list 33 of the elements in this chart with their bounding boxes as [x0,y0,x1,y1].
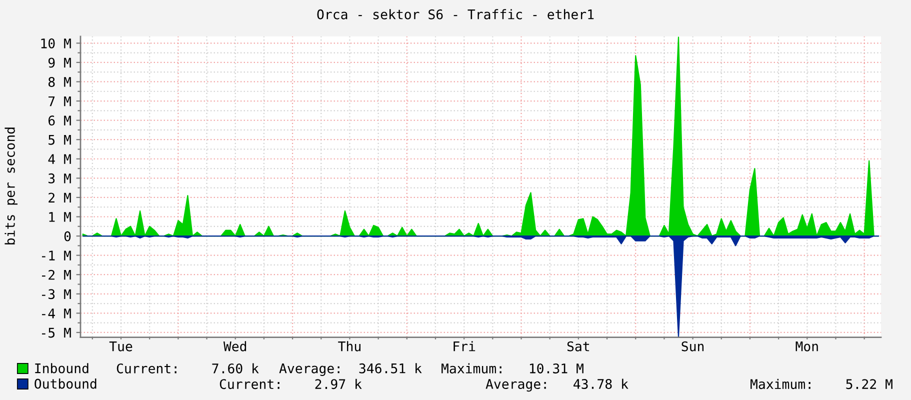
text: Maximum: 10.31 M [442,363,584,374]
y-tick-label: 1 M [49,212,71,222]
y-tick-label: -5 M [42,328,71,338]
y-tick-label: 2 M [48,192,71,203]
x-tick-label: Thu [338,341,360,352]
y-tick-label: -2 M [42,270,71,280]
y-tick-label: 3 M [48,173,71,184]
x-tick-label: Tue [109,342,132,352]
y-tick-label: 9 M [48,58,71,68]
y-axis-title: bits per second [4,128,18,244]
y-tick-label: 5 M [48,135,71,145]
legend-label: Outbound [34,378,96,389]
text: Maximum: 5.22 M [750,378,892,390]
text: Current: 2.97 k [220,378,362,390]
text: Current: 7.60 k [116,363,259,374]
y-tick-label: -4 M [42,308,71,318]
y-tick-label: 0 [64,231,71,242]
y-tick-label: -3 M [42,289,71,300]
y-tick-label: 10 M [41,38,71,48]
x-tick-label: Fri [454,341,476,352]
y-tick-label: 4 M [48,154,71,164]
y-tick-label: 8 M [48,76,71,87]
chart-title: Orca - sektor S6 - Traffic - ether1 [317,9,594,20]
x-tick-label: Wed [223,341,246,352]
text: Average: 346.51 k [279,363,422,376]
legend-label: Inbound [35,363,88,374]
y-tick-label: -1 M [42,250,71,260]
x-tick-label: Sun [682,341,704,352]
text: Average: 43.78 k [486,378,628,392]
y-tick-label: 6 M [48,116,71,126]
x-tick-label: Mon [796,342,818,352]
y-tick-label: 7 M [48,96,71,106]
x-tick-label: Sat [567,341,590,352]
